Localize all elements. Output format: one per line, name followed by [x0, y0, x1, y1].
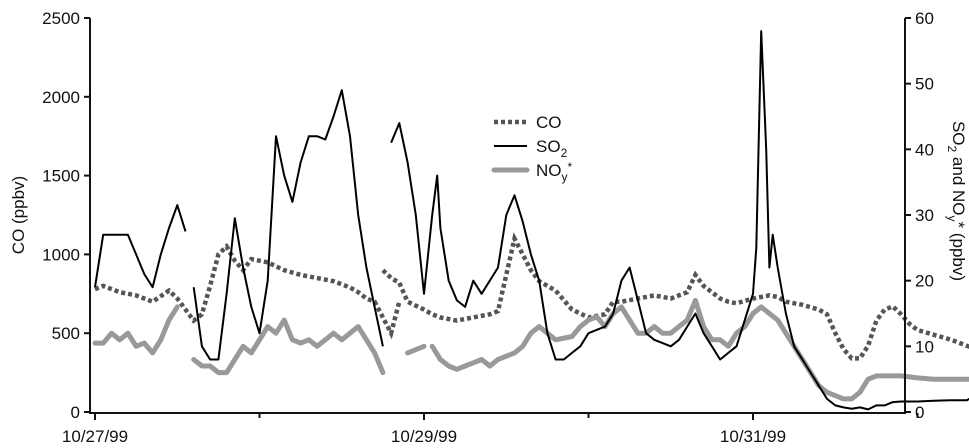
legend-label-sup: *: [568, 160, 573, 174]
right-axis-ticks: 0 10 20 30 40 50 60: [905, 9, 934, 422]
left-tick-label: 0: [71, 403, 80, 422]
legend-label-co: CO: [536, 113, 562, 132]
legend-label-part: CO: [536, 113, 562, 132]
left-axis-title: CO (ppbv): [9, 176, 28, 254]
right-tick-label: 10: [915, 337, 934, 356]
left-tick-label: 1500: [42, 167, 80, 186]
right-axis-title-part: SO: [949, 121, 968, 146]
left-tick-label: 500: [52, 324, 80, 343]
series-line-co: [381, 232, 969, 361]
right-axis-title-part: and NO: [949, 152, 968, 215]
right-axis-title: SO2 and NOy* (ppbv): [945, 121, 968, 281]
right-tick-label: 40: [915, 140, 934, 159]
right-tick-label: 60: [915, 9, 934, 28]
legend-label-sub: 2: [561, 146, 568, 160]
right-tick-label: 50: [915, 75, 934, 94]
x-tick-label: 10/29/99: [391, 427, 457, 446]
left-axis-ticks: 0 500 1000 1500 2000 2500: [42, 9, 90, 422]
right-axis-title-part: * (ppbv): [949, 222, 968, 282]
right-tick-label: 20: [915, 272, 934, 291]
series-line-noy: [191, 317, 386, 376]
legend-label-part: NO: [536, 161, 562, 180]
series-line-noy: [92, 304, 180, 356]
legend-label-sub: y: [562, 170, 568, 184]
x-tick-label: 10/31/99: [720, 427, 786, 446]
legend-label-so2: SO2: [536, 137, 568, 160]
left-tick-label: 2000: [42, 88, 80, 107]
legend: CO SO2 NOy*: [491, 113, 573, 184]
series-line-so2: [192, 89, 384, 361]
series-line-so2: [94, 204, 187, 289]
series-line-noy: [429, 297, 969, 402]
series-so2: [94, 30, 969, 411]
axes-layer: [89, 18, 906, 414]
series-line-noy: [405, 343, 427, 356]
series-layer: [92, 30, 969, 411]
legend-label-noy: NOy*: [536, 160, 573, 184]
right-axis-title-sub-y: y: [945, 216, 959, 222]
series-noy: [92, 297, 969, 402]
series-line-so2: [390, 30, 969, 411]
left-tick-label: 2500: [42, 9, 80, 28]
right-axis-title-sub-2: 2: [945, 146, 959, 153]
left-tick-label: 1000: [42, 245, 80, 264]
legend-label-part: SO: [536, 137, 561, 156]
right-tick-label: 30: [915, 206, 934, 225]
x-tick-label: 10/27/99: [62, 427, 128, 446]
right-tick-label: 0: [915, 403, 924, 422]
